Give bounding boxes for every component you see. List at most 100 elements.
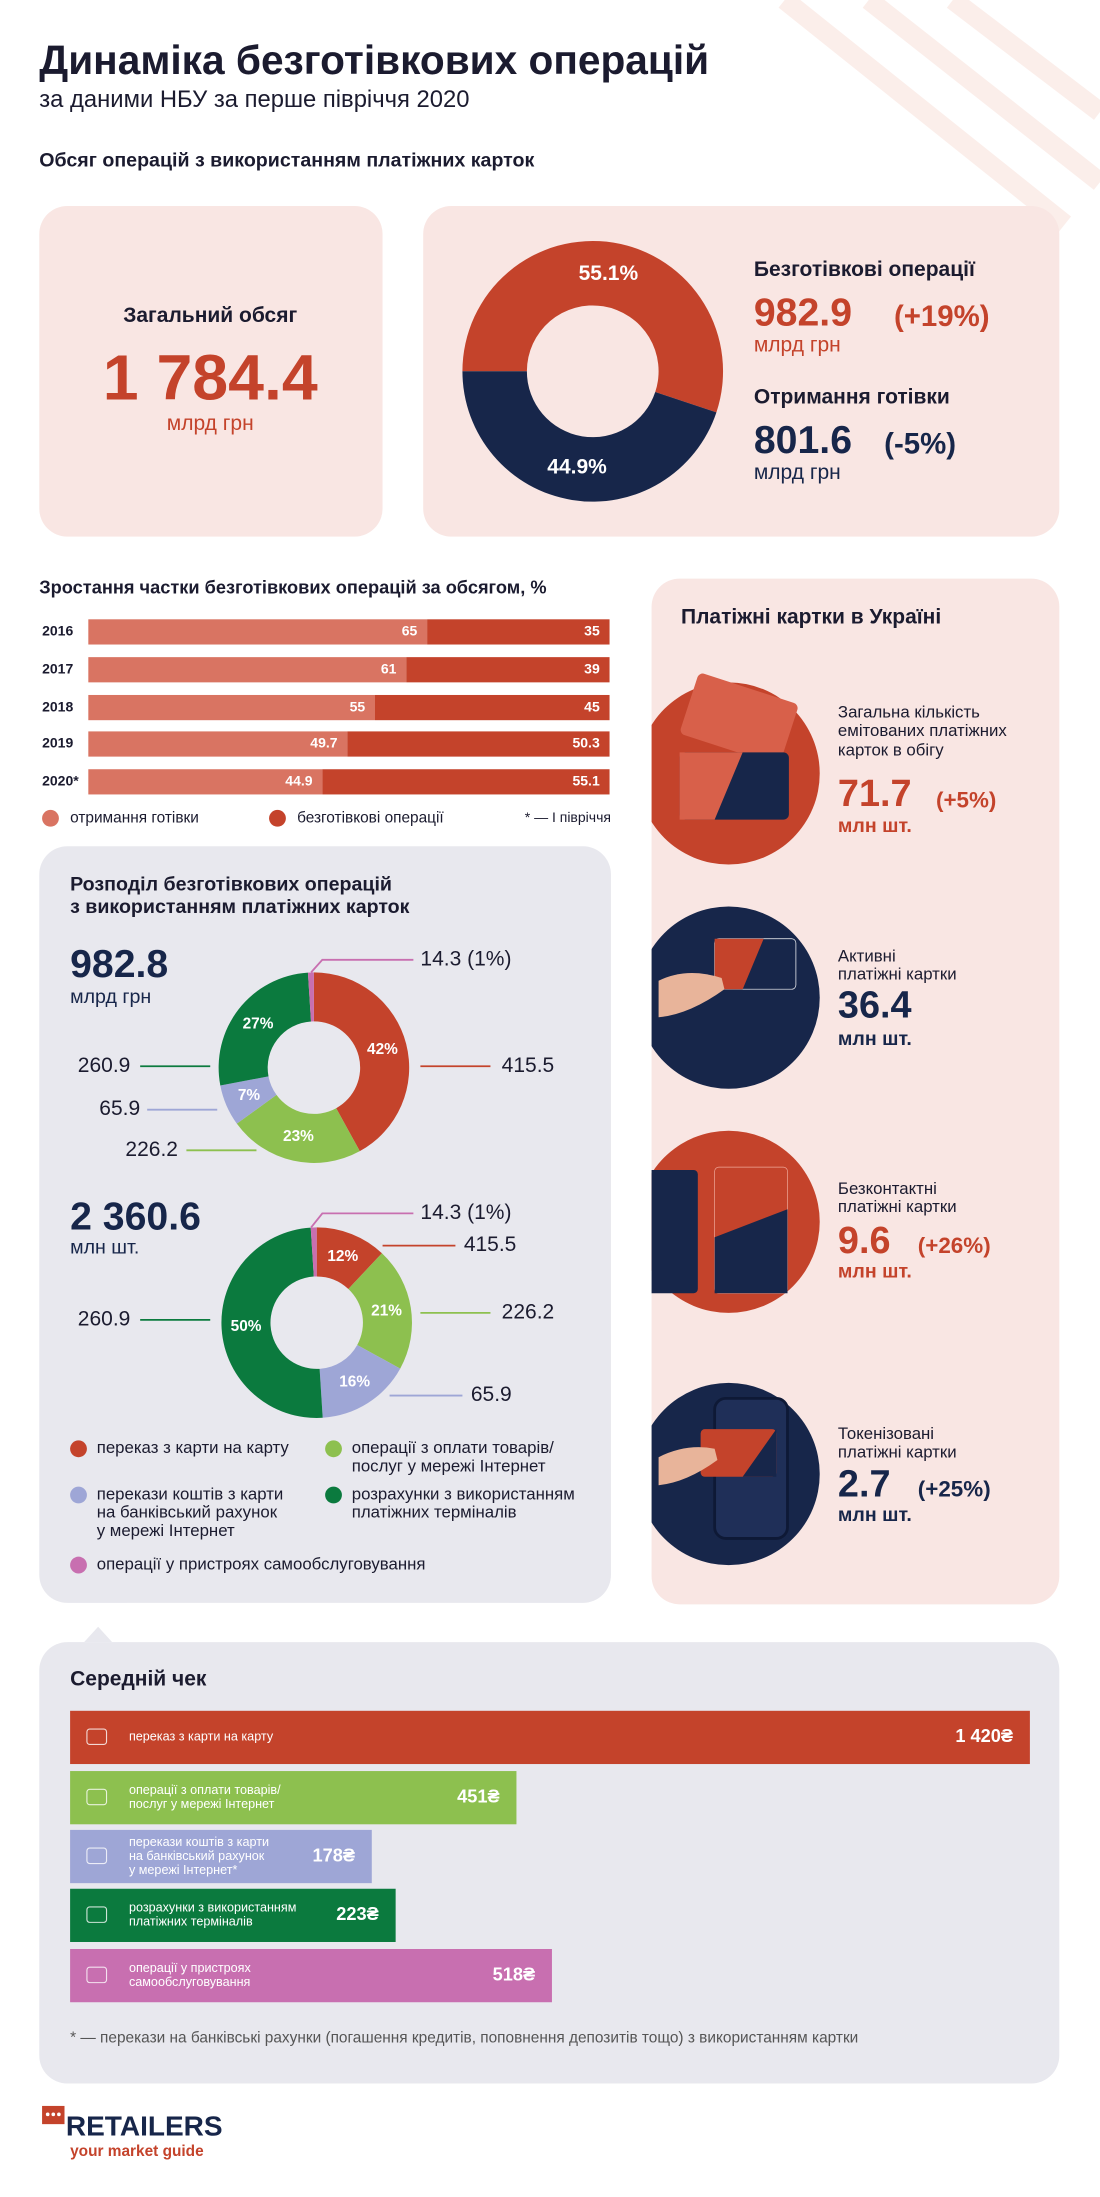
segment-label: 23% [283,1128,314,1145]
bar-segment [322,769,610,795]
bar [70,1771,517,1825]
card-label: Токенізовані [838,1424,934,1443]
donut-segment [316,1227,382,1289]
bar-category: розрахунки з використанням [129,1901,296,1915]
card-value: 2.7 [838,1464,891,1506]
bar-label: 451₴ [457,1786,500,1806]
donut-segment [221,1227,323,1418]
card-unit: млн шт. [838,815,912,837]
bar-icon [86,1788,108,1806]
donut-segment [218,972,312,1086]
section-title: Обсяг операцій з використанням платіжних… [39,149,534,171]
bar-label: 49.7 [310,735,337,751]
callout-label: 226.2 [125,1138,178,1161]
donut-segment [313,972,410,1152]
item-change: (-5%) [884,427,956,460]
bar-category: платіжних терміналів [129,1915,253,1929]
callout-label: 415.5 [502,1054,555,1077]
subtitle: за даними НБУ за перше півріччя 2020 [39,86,469,113]
donut-unit: млн шт. [70,1237,139,1259]
bar-label: 1 420₴ [955,1726,1013,1746]
card-change: (+26%) [918,1233,991,1258]
callout-label: 260.9 [78,1054,131,1077]
card-label: Безконтактні [838,1179,937,1198]
card-item: Загальна кількість емітованих платіжних … [838,703,1007,837]
legend-label: послуг у мережі Інтернет [352,1456,546,1475]
card-label: Активні [838,946,896,965]
legend-label: розрахунки з використанням [352,1484,575,1503]
callout-line [310,1212,414,1228]
item-change: (+19%) [894,300,990,333]
background-stripes [778,0,1100,232]
item-value: 801.6 [754,418,852,462]
segment-label: 55.1% [579,262,639,285]
card-change: (+5%) [936,787,996,812]
card-label: платіжні картки [838,965,957,984]
callout-label: 415.5 [464,1233,517,1256]
bar-segment [88,769,323,795]
bar-category: у мережі Інтернет* [129,1863,238,1877]
bar [70,1888,396,1942]
card-label: Загальна кількість [838,703,980,722]
bar-label: 65 [402,623,418,639]
segment-label: 7% [238,1087,261,1104]
title: Динаміка безготівкових операцій [39,37,709,83]
y-tick-label: 2020* [42,773,79,789]
card-label: емітованих платіжних [838,721,1007,740]
item-label: Безготівкові операції [754,258,976,281]
bar-icon [86,1966,108,1984]
legend-label: у мережі Інтернет [97,1521,235,1540]
donut-segment [220,1076,277,1124]
bar-label: 223₴ [336,1904,379,1924]
card-unit: млн шт. [838,1260,912,1282]
card-value: 9.6 [838,1220,891,1262]
card-value: 36.4 [838,984,912,1026]
brand: RETAILERS [66,2111,223,2142]
legend-swatch [70,1440,87,1458]
legend-swatch [42,809,59,827]
callout-label: 260.9 [78,1307,131,1330]
note: * — І півріччя [525,809,611,825]
total-card [39,205,383,537]
bar-segment [374,694,610,721]
card-item: Активні платіжні картки 36.4 млн шт. [838,946,957,1049]
legend-swatch [70,1486,87,1504]
legend-label: безготівкові операції [297,809,444,826]
callout-label: 226.2 [502,1300,555,1323]
donut-segment [462,371,717,502]
segment-label: 44.9% [547,456,607,479]
y-tick-label: 2019 [42,735,73,751]
chart-title: Середній чек [70,1668,207,1691]
donut-total: 982.8 [70,942,168,986]
bar-segment [88,619,428,645]
callout-label: 14.3 (1%) [420,1201,511,1224]
card-label: карток в обігу [838,740,944,759]
bar-category: перекази коштів з карти [129,1835,269,1849]
item-value: 982.9 [754,291,852,335]
total-value: 1 784.4 [103,342,318,414]
bar-label: 50.3 [572,735,599,751]
card-change: (+25%) [918,1477,991,1502]
callout-label: 65.9 [99,1097,140,1120]
item-label: Отримання готівки [754,385,950,408]
bar-label: 518₴ [493,1964,536,1984]
card-illustrations [651,673,820,1566]
legend-label: переказ з карти на карту [97,1438,290,1457]
bar-category: переказ з карти на карту [129,1730,274,1744]
bar-icon [86,1847,108,1865]
bar-label: 61 [381,660,397,676]
total-label: Загальний обсяг [123,304,297,327]
bar-segment [88,731,348,757]
donut-segment [319,1344,401,1418]
y-tick-label: 2017 [42,660,73,676]
segment-label: 16% [339,1374,370,1391]
footnote: * — перекази на банківські рахунки (пога… [70,2030,858,2047]
legend-label: перекази коштів з карти [97,1484,284,1503]
legend-swatch [70,1556,87,1574]
card-unit: млн шт. [838,1504,912,1526]
distribution-card [39,846,611,1603]
bar-segment [88,694,375,721]
bar-category: на банківський рахунок [129,1849,265,1863]
